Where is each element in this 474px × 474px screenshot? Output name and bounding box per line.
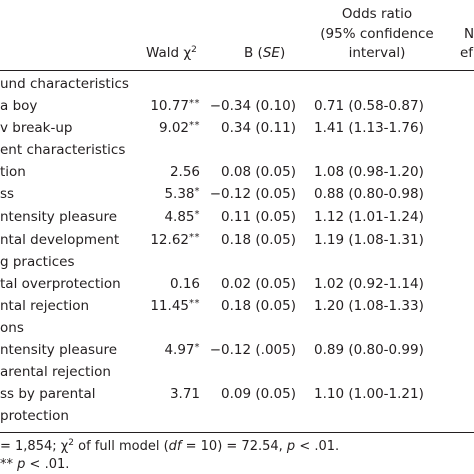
row-wald: 5.38* (140, 186, 200, 204)
row-odds-ratio: 1.02 (0.92-1.14) (314, 276, 424, 292)
wald-significance: * (194, 342, 200, 353)
row-label: g practices (0, 254, 75, 270)
header-b-se: B (SE) (244, 45, 285, 61)
row-label: ons (0, 320, 24, 336)
row-wald: 3.71 (140, 386, 200, 402)
wald-significance: * (194, 209, 200, 220)
wald-value: 12.62 (150, 232, 189, 248)
note1-a: = 1,854; χ (0, 439, 69, 454)
row-label: ntal rejection (0, 298, 90, 314)
header-wald-label: Wald χ (146, 45, 192, 61)
note1-b: of full model ( (74, 439, 169, 454)
row-odds-ratio: 0.71 (0.58-0.87) (314, 98, 424, 114)
note2-b: < .01. (25, 457, 70, 472)
wald-value: 9.02 (158, 120, 189, 136)
header-odds-ratio-3: interval) (300, 45, 454, 61)
row-wald: 12.62** (140, 232, 200, 250)
table-note-2: ** p < .01. (0, 457, 69, 473)
row-wald: 0.16 (140, 276, 200, 292)
header-odds-line1: Odds ratio (341, 6, 413, 22)
header-b-prefix: B ( (244, 45, 263, 61)
row-odds-ratio: 1.41 (1.13-1.76) (314, 120, 424, 136)
header-wald-sup: 2 (191, 45, 197, 55)
header-odds-ratio-2: (95% confidence (300, 26, 454, 42)
row-b-se: 0.18 (0.05) (221, 232, 296, 248)
header-wald: Wald χ2 (146, 45, 197, 61)
wald-significance: ** (189, 298, 200, 309)
note1-d: < .01. (295, 439, 340, 454)
header-odds-ratio: Odds ratio (300, 6, 454, 22)
row-wald: 4.85* (140, 209, 200, 227)
wald-significance: ** (189, 232, 200, 243)
wald-significance: * (194, 186, 200, 197)
row-b-se: 0.18 (0.05) (221, 298, 296, 314)
row-label: protection (0, 408, 69, 424)
row-b-se: −0.34 (0.10) (209, 98, 296, 114)
row-b-se: 0.08 (0.05) (221, 164, 296, 180)
wald-value: 3.71 (169, 386, 200, 402)
row-b-se: −0.12 (0.05) (209, 186, 296, 202)
note1-df: df (168, 439, 182, 454)
wald-value: 4.97 (164, 342, 195, 358)
wald-significance: ** (189, 98, 200, 109)
row-label: ntensity pleasure (0, 209, 118, 225)
wald-value: 4.85 (164, 209, 195, 225)
row-wald: 9.02** (140, 120, 200, 138)
note1-sup: 2 (68, 438, 74, 448)
row-label: arental rejection (0, 364, 111, 380)
row-wald: 10.77** (140, 98, 200, 116)
row-label: v break-up (0, 120, 73, 136)
row-label: tal overprotection (0, 276, 121, 292)
row-odds-ratio: 1.12 (1.01-1.24) (314, 209, 424, 225)
row-odds-ratio: 1.19 (1.08-1.31) (314, 232, 424, 248)
header-b-se-text: SE (262, 45, 280, 61)
header-next-line2: ef (460, 45, 474, 61)
header-rule (0, 70, 474, 71)
row-wald: 11.45** (140, 298, 200, 316)
wald-value: 2.56 (169, 164, 200, 180)
row-odds-ratio: 1.20 (1.08-1.33) (314, 298, 424, 314)
row-odds-ratio: 1.08 (0.98-1.20) (314, 164, 424, 180)
bottom-rule (0, 432, 474, 433)
wald-significance: ** (189, 120, 200, 131)
wald-value: 10.77 (150, 98, 189, 114)
header-b-suffix: ) (279, 45, 286, 61)
table-note-1: = 1,854; χ2 of full model (df = 10) = 72… (0, 439, 339, 455)
row-label: ntal development (0, 232, 120, 248)
row-label: ss (0, 186, 15, 202)
wald-value: 11.45 (150, 298, 189, 314)
row-odds-ratio: 0.89 (0.80-0.99) (314, 342, 424, 358)
header-next-col-1: N (464, 26, 474, 42)
header-odds-line3: interval) (348, 45, 406, 61)
header-next-line1: N (464, 26, 474, 42)
note2-p: p (17, 457, 26, 472)
row-wald: 2.56 (140, 164, 200, 180)
row-b-se: 0.11 (0.05) (221, 209, 296, 225)
row-label: ss by parental (0, 386, 96, 402)
row-wald: 4.97* (140, 342, 200, 360)
row-label: ent characteristics (0, 142, 126, 158)
row-label: ntensity pleasure (0, 342, 118, 358)
note2-a: ** (0, 457, 18, 472)
header-next-col-2: ef (460, 45, 473, 61)
header-odds-line2: (95% confidence (320, 26, 434, 42)
wald-value: 0.16 (169, 276, 200, 292)
note1-p: p (286, 439, 296, 454)
row-label: und characteristics (0, 76, 129, 92)
row-odds-ratio: 1.10 (1.00-1.21) (314, 386, 424, 402)
row-label: tion (0, 164, 26, 180)
row-b-se: 0.09 (0.05) (221, 386, 296, 402)
row-b-se: 0.34 (0.11) (221, 120, 296, 136)
row-odds-ratio: 0.88 (0.80-0.98) (314, 186, 424, 202)
note1-c: = 10) = 72.54, (181, 439, 287, 454)
row-b-se: −0.12 (.005) (209, 342, 296, 358)
row-b-se: 0.02 (0.05) (221, 276, 296, 292)
row-label: a boy (0, 98, 38, 114)
wald-value: 5.38 (164, 186, 195, 202)
